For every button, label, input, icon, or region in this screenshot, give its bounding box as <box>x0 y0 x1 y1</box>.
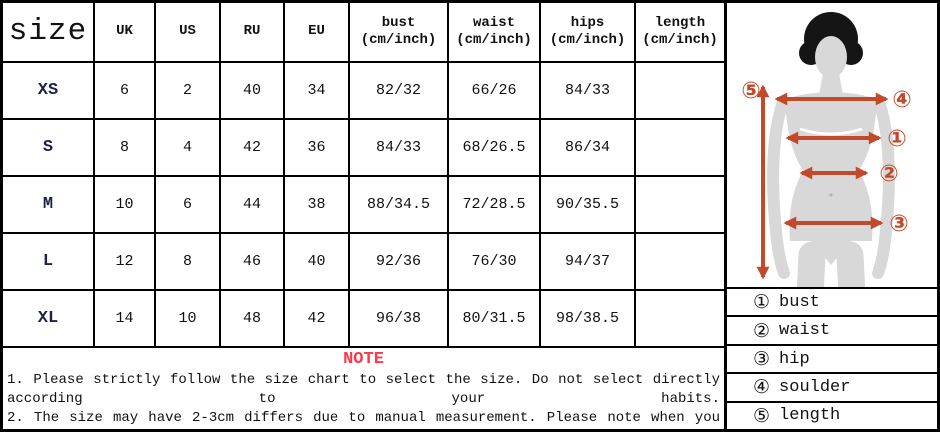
measurement-panel: ④ ① ② ③ ⑤ ① bust ② waist ③ hip ④ soulder ⑤ length <box>724 3 937 429</box>
value-cell: 48 <box>221 291 285 348</box>
value-cell: 98/38.5 <box>541 291 636 348</box>
legend-label: bust <box>779 292 820 312</box>
value-cell: 68/26.5 <box>449 120 541 177</box>
value-cell: 96/38 <box>350 291 449 348</box>
legend-item-bust: ① bust <box>727 289 937 318</box>
left-arm <box>767 96 790 279</box>
body-figure <box>767 12 895 287</box>
size-header-cell: size <box>3 3 95 63</box>
value-cell: 90/35.5 <box>541 177 636 234</box>
circled-5-icon: ⑤ <box>741 78 760 104</box>
circled-number-icon: ① <box>753 291 771 314</box>
value-cell: 88/34.5 <box>350 177 449 234</box>
torso <box>785 92 877 241</box>
header-cell: EU <box>285 3 350 63</box>
measurement-diagram: ④ ① ② ③ ⑤ <box>727 3 937 287</box>
value-cell: 82/32 <box>350 63 449 120</box>
measurement-arrows: ④ ① ② ③ ⑤ <box>741 78 912 280</box>
value-cell: 44 <box>221 177 285 234</box>
value-cell: 10 <box>156 291 221 348</box>
legend-label: length <box>779 406 841 426</box>
size-cell: S <box>3 120 95 177</box>
value-cell: 84/33 <box>350 120 449 177</box>
circled-2-icon: ② <box>879 161 898 187</box>
header-cell: length (cm/inch) <box>636 3 724 63</box>
header-cell: RU <box>221 3 285 63</box>
value-cell: 66/26 <box>449 63 541 120</box>
header-cell: waist (cm/inch) <box>449 3 541 63</box>
value-cell: 6 <box>95 63 156 120</box>
right-arm <box>872 96 895 279</box>
header-cell: UK <box>95 3 156 63</box>
size-cell: XL <box>3 291 95 348</box>
note-title: NOTE <box>343 350 384 369</box>
legend-label: soulder <box>779 377 851 397</box>
value-cell: 10 <box>95 177 156 234</box>
size-cell: M <box>3 177 95 234</box>
value-cell: 2 <box>156 63 221 120</box>
navel <box>829 193 833 197</box>
value-cell: 34 <box>285 63 350 120</box>
value-cell: 76/30 <box>449 234 541 291</box>
legend-item-soulder: ④ soulder <box>727 374 937 403</box>
circled-1-icon: ① <box>887 126 906 152</box>
value-cell: 14 <box>95 291 156 348</box>
value-cell: 8 <box>156 234 221 291</box>
note-line-1: 1. Please strictly follow the size chart… <box>7 372 720 388</box>
value-cell: 94/37 <box>541 234 636 291</box>
circled-number-icon: ② <box>753 319 771 342</box>
size-cell: XS <box>3 63 95 120</box>
note-line-2: according to your habits. <box>7 391 720 407</box>
circled-4-icon: ④ <box>892 87 911 113</box>
value-cell: 86/34 <box>541 120 636 177</box>
value-cell <box>636 234 724 291</box>
value-cell: 6 <box>156 177 221 234</box>
left-leg <box>796 241 826 287</box>
legend: ① bust ② waist ③ hip ④ soulder ⑤ length <box>727 287 937 429</box>
value-cell: 8 <box>95 120 156 177</box>
value-cell <box>636 177 724 234</box>
value-cell: 80/31.5 <box>449 291 541 348</box>
circled-number-icon: ③ <box>753 348 771 371</box>
value-cell: 40 <box>285 234 350 291</box>
value-cell: 38 <box>285 177 350 234</box>
circled-number-icon: ⑤ <box>753 404 771 427</box>
circled-number-icon: ④ <box>753 376 771 399</box>
value-cell: 92/36 <box>350 234 449 291</box>
value-cell: 84/33 <box>541 63 636 120</box>
header-cell: US <box>156 3 221 63</box>
legend-item-waist: ② waist <box>727 317 937 346</box>
value-cell: 46 <box>221 234 285 291</box>
value-cell: 42 <box>221 120 285 177</box>
right-leg <box>836 241 866 287</box>
value-cell <box>636 291 724 348</box>
value-cell: 72/28.5 <box>449 177 541 234</box>
header-cell: bust (cm/inch) <box>350 3 449 63</box>
value-cell: 12 <box>95 234 156 291</box>
value-cell: 42 <box>285 291 350 348</box>
value-cell: 36 <box>285 120 350 177</box>
legend-label: waist <box>779 321 831 341</box>
value-cell <box>636 120 724 177</box>
value-cell: 40 <box>221 63 285 120</box>
legend-item-hip: ③ hip <box>727 346 937 375</box>
circled-3-icon: ③ <box>889 211 908 237</box>
size-table-region: size UK US RU EU bust (cm/inch) waist (cm/inch) h… <box>3 3 724 429</box>
header-cell: hips (cm/inch) <box>541 3 636 63</box>
size-cell: L <box>3 234 95 291</box>
value-cell: 4 <box>156 120 221 177</box>
legend-label: hip <box>779 349 810 369</box>
value-cell <box>636 63 724 120</box>
neck <box>819 73 843 95</box>
note-section: NOTE 1. Please strictly follow the size … <box>3 348 724 429</box>
face <box>815 36 847 78</box>
legend-item-length: ⑤ length <box>727 403 937 429</box>
size-table: size UK US RU EU bust (cm/inch) waist (cm/inch) h… <box>3 3 724 348</box>
note-line-3: 2. The size may have 2-3cm differs due t… <box>7 410 720 426</box>
body-figure-svg: ④ ① ② ③ ⑤ <box>741 12 912 287</box>
